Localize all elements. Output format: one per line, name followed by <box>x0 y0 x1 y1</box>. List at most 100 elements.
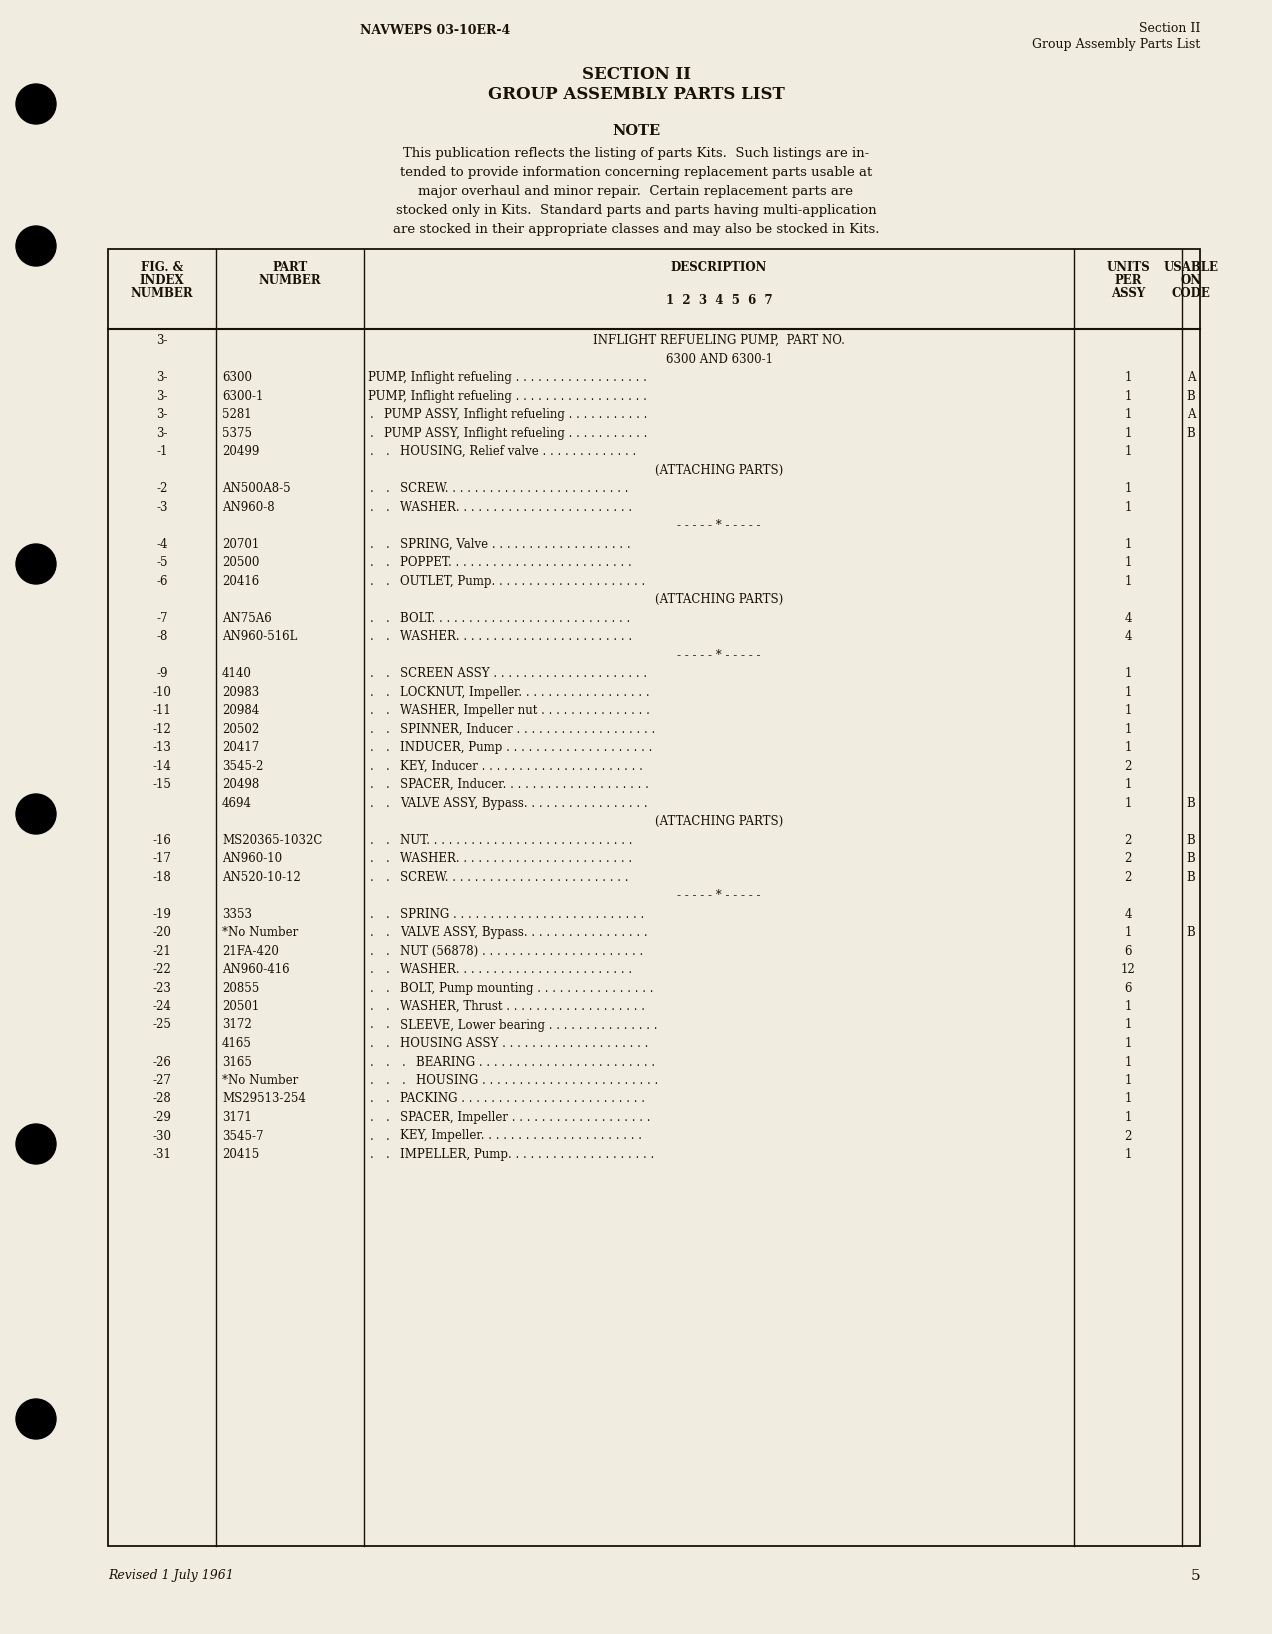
Text: 1: 1 <box>1124 482 1132 495</box>
Text: .: . <box>370 667 374 680</box>
Text: -18: -18 <box>153 871 172 884</box>
Text: -8: -8 <box>156 631 168 644</box>
Text: 3-: 3- <box>156 408 168 422</box>
Text: 1: 1 <box>1124 1093 1132 1106</box>
Text: 20417: 20417 <box>223 740 259 753</box>
Text: AN75A6: AN75A6 <box>223 611 272 624</box>
Text: 3353: 3353 <box>223 907 252 920</box>
Text: 20502: 20502 <box>223 722 259 735</box>
Circle shape <box>17 83 56 124</box>
Circle shape <box>17 1124 56 1163</box>
Text: 3-: 3- <box>156 426 168 440</box>
Text: (ATTACHING PARTS): (ATTACHING PARTS) <box>655 815 784 828</box>
Text: SCREW. . . . . . . . . . . . . . . . . . . . . . . . .: SCREW. . . . . . . . . . . . . . . . . .… <box>399 871 628 884</box>
Text: -3: -3 <box>156 500 168 513</box>
Text: POPPET. . . . . . . . . . . . . . . . . . . . . . . . .: POPPET. . . . . . . . . . . . . . . . . … <box>399 556 632 569</box>
Text: -6: -6 <box>156 575 168 588</box>
Text: .: . <box>387 1149 391 1162</box>
Text: .: . <box>387 556 391 569</box>
Text: 5: 5 <box>1191 1569 1199 1583</box>
Text: 20499: 20499 <box>223 444 259 458</box>
Text: -28: -28 <box>153 1093 172 1106</box>
Text: -7: -7 <box>156 611 168 624</box>
Text: -31: -31 <box>153 1149 172 1162</box>
Text: 4: 4 <box>1124 631 1132 644</box>
Text: This publication reflects the listing of parts Kits.  Such listings are in-: This publication reflects the listing of… <box>403 147 869 160</box>
Text: (ATTACHING PARTS): (ATTACHING PARTS) <box>655 464 784 477</box>
Text: .: . <box>370 1056 374 1069</box>
Text: SPACER, Inducer. . . . . . . . . . . . . . . . . . . .: SPACER, Inducer. . . . . . . . . . . . .… <box>399 778 649 791</box>
Text: .: . <box>387 1093 391 1106</box>
Text: 1: 1 <box>1124 426 1132 440</box>
Text: NOTE: NOTE <box>612 124 660 137</box>
Text: 1: 1 <box>1124 575 1132 588</box>
Text: .: . <box>370 1018 374 1031</box>
Circle shape <box>17 1399 56 1440</box>
Text: stocked only in Kits.  Standard parts and parts having multi-application: stocked only in Kits. Standard parts and… <box>396 204 876 217</box>
Text: 6300 AND 6300-1: 6300 AND 6300-1 <box>665 353 772 366</box>
Text: 4: 4 <box>1124 611 1132 624</box>
Text: 4694: 4694 <box>223 796 252 809</box>
Text: NUMBER: NUMBER <box>131 288 193 301</box>
Text: 1: 1 <box>1124 408 1132 422</box>
Bar <box>25 806 46 822</box>
Text: 20415: 20415 <box>223 1149 259 1162</box>
Text: Revised 1 July 1961: Revised 1 July 1961 <box>108 1569 234 1582</box>
Text: .: . <box>370 686 374 698</box>
Text: BOLT. . . . . . . . . . . . . . . . . . . . . . . . . . .: BOLT. . . . . . . . . . . . . . . . . . … <box>399 611 630 624</box>
Text: WASHER. . . . . . . . . . . . . . . . . . . . . . . .: WASHER. . . . . . . . . . . . . . . . . … <box>399 500 632 513</box>
Text: .: . <box>370 444 374 458</box>
Text: -13: -13 <box>153 740 172 753</box>
Text: NUT (56878) . . . . . . . . . . . . . . . . . . . . . .: NUT (56878) . . . . . . . . . . . . . . … <box>399 944 644 958</box>
Text: .: . <box>387 926 391 940</box>
Text: .: . <box>370 556 374 569</box>
Text: 1  2  3  4  5  6  7: 1 2 3 4 5 6 7 <box>665 294 772 307</box>
Text: MS29513-254: MS29513-254 <box>223 1093 305 1106</box>
Text: 1: 1 <box>1124 1111 1132 1124</box>
Text: PUMP, Inflight refueling . . . . . . . . . . . . . . . . . .: PUMP, Inflight refueling . . . . . . . .… <box>368 389 647 402</box>
Text: INDEX: INDEX <box>140 275 184 288</box>
Text: 6300-1: 6300-1 <box>223 389 263 402</box>
Text: .: . <box>387 833 391 846</box>
Text: DESCRIPTION: DESCRIPTION <box>670 261 767 275</box>
Text: LOCKNUT, Impeller. . . . . . . . . . . . . . . . . .: LOCKNUT, Impeller. . . . . . . . . . . .… <box>399 686 650 698</box>
Text: .: . <box>370 1074 374 1087</box>
Text: -20: -20 <box>153 926 172 940</box>
Text: -26: -26 <box>153 1056 172 1069</box>
Text: -15: -15 <box>153 778 172 791</box>
Text: 1: 1 <box>1124 1038 1132 1051</box>
Text: USABLE: USABLE <box>1164 261 1219 275</box>
Text: PUMP, Inflight refueling . . . . . . . . . . . . . . . . . .: PUMP, Inflight refueling . . . . . . . .… <box>368 371 647 384</box>
Text: 20416: 20416 <box>223 575 259 588</box>
Text: BOLT, Pump mounting . . . . . . . . . . . . . . . .: BOLT, Pump mounting . . . . . . . . . . … <box>399 982 654 995</box>
Text: 1: 1 <box>1124 1056 1132 1069</box>
Text: .: . <box>387 575 391 588</box>
Text: - - - - - * - - - - -: - - - - - * - - - - - <box>677 520 761 533</box>
Text: 3171: 3171 <box>223 1111 252 1124</box>
Text: 1: 1 <box>1124 444 1132 458</box>
Text: 6300: 6300 <box>223 371 252 384</box>
Text: -29: -29 <box>153 1111 172 1124</box>
Text: B: B <box>1187 426 1196 440</box>
Bar <box>108 248 1199 1546</box>
Text: 12: 12 <box>1121 962 1136 975</box>
Text: 3-: 3- <box>156 371 168 384</box>
Text: SPRING, Valve . . . . . . . . . . . . . . . . . . .: SPRING, Valve . . . . . . . . . . . . . … <box>399 538 631 551</box>
Text: major overhaul and minor repair.  Certain replacement parts are: major overhaul and minor repair. Certain… <box>418 185 854 198</box>
Text: 6: 6 <box>1124 982 1132 995</box>
Text: .: . <box>387 704 391 717</box>
Text: 2: 2 <box>1124 833 1132 846</box>
Text: SPACER, Impeller . . . . . . . . . . . . . . . . . . .: SPACER, Impeller . . . . . . . . . . . .… <box>399 1111 650 1124</box>
Text: 1: 1 <box>1124 686 1132 698</box>
Text: .: . <box>387 722 391 735</box>
Text: 1: 1 <box>1124 778 1132 791</box>
Text: .: . <box>387 631 391 644</box>
Bar <box>25 1412 46 1426</box>
Text: .: . <box>370 962 374 975</box>
Text: -27: -27 <box>153 1074 172 1087</box>
Text: SPINNER, Inducer . . . . . . . . . . . . . . . . . . .: SPINNER, Inducer . . . . . . . . . . . .… <box>399 722 655 735</box>
Text: .: . <box>387 482 391 495</box>
Text: AN520-10-12: AN520-10-12 <box>223 871 300 884</box>
Text: .: . <box>387 944 391 958</box>
Text: -2: -2 <box>156 482 168 495</box>
